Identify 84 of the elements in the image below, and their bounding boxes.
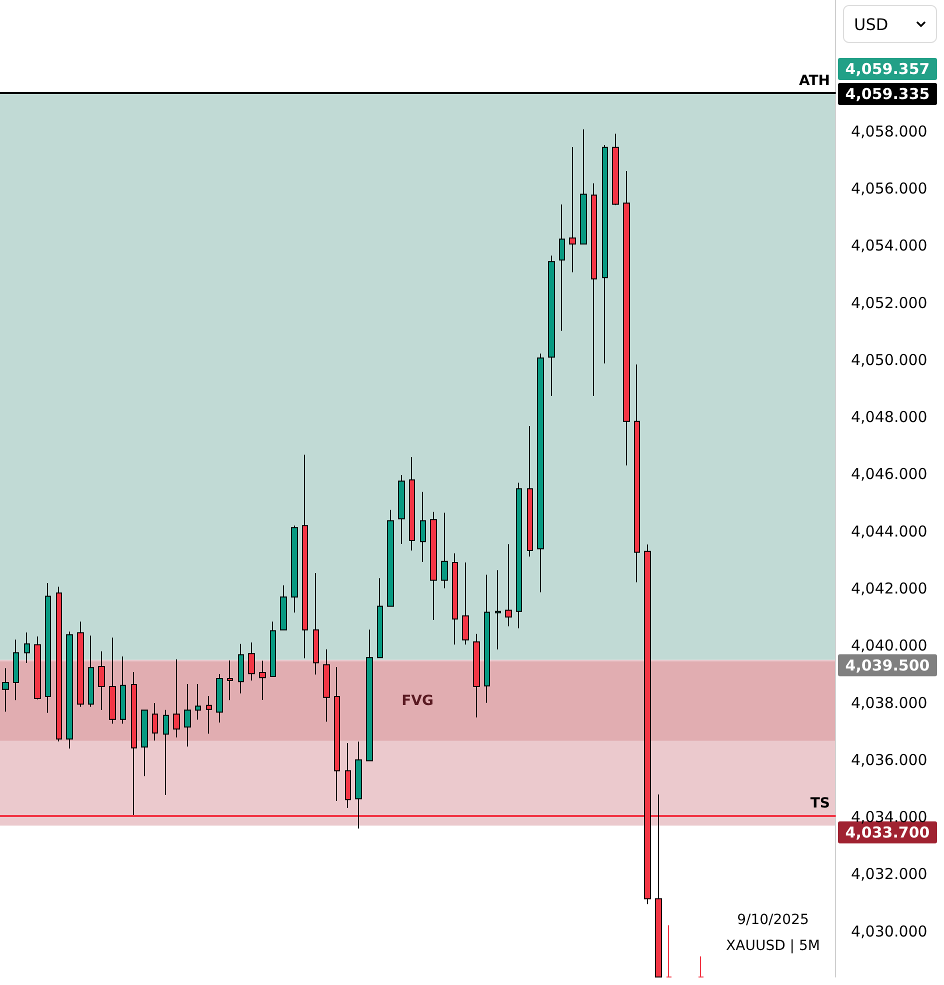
candlestick: [109, 637, 116, 724]
candlestick: [227, 660, 233, 701]
candlestick: [270, 621, 276, 677]
candlestick: [88, 635, 94, 708]
y-tick-label: 4,054.000: [851, 236, 928, 255]
candlestick: [559, 204, 565, 332]
candlestick: [591, 182, 597, 396]
y-tick-label: 4,052.000: [851, 294, 928, 312]
candlestick: [430, 511, 437, 620]
candlestick: [56, 586, 62, 742]
candlestick: [173, 658, 180, 738]
candlestick: [313, 572, 319, 675]
ref-line-label: ATH: [798, 73, 830, 90]
annotation: 9/10/2025: [737, 912, 809, 928]
y-tick-label: 4,038.000: [851, 694, 928, 712]
candlestick: [484, 574, 490, 704]
candlestick: [152, 702, 158, 741]
y-tick-label: 4,040.000: [851, 636, 928, 655]
candlestick: [473, 633, 480, 718]
candlestick: [441, 512, 448, 589]
y-tick-label: 4,042.000: [851, 579, 928, 598]
candlestick: [398, 474, 405, 544]
currency-select: USD: [843, 5, 937, 43]
y-tick-label: 4,032.000: [851, 865, 928, 884]
candlestick: [24, 632, 30, 664]
y-tick-label: 4,048.000: [851, 408, 928, 426]
candlestick: [377, 578, 383, 658]
candlestick: [302, 454, 308, 659]
candlestick: [248, 642, 255, 681]
candlestick: [409, 456, 415, 551]
candlestick: [355, 741, 362, 829]
candlestick: [462, 562, 469, 645]
candlestick: [291, 525, 298, 613]
candlestick: [66, 631, 73, 749]
candlestick: [527, 425, 533, 557]
candlestick: [516, 482, 522, 629]
candlestick: [323, 648, 330, 722]
y-tick-label: 4,058.000: [851, 122, 928, 140]
candlestick: [334, 666, 340, 802]
candlestick: [452, 552, 458, 645]
y-tick-label: 4,050.000: [851, 350, 928, 369]
y-tick-label: 4,044.000: [851, 522, 928, 540]
candlestick: [698, 956, 704, 978]
y-tick-label: 4,056.000: [851, 180, 928, 198]
annotation: XAUUSD | 5M: [726, 938, 820, 954]
candlestick: [259, 660, 266, 700]
candlestick: [195, 684, 201, 720]
candlestick: [216, 674, 223, 723]
candlestick: [612, 133, 619, 206]
candlestick: [580, 128, 587, 244]
candlestick: [505, 544, 512, 627]
candlestick: [366, 629, 373, 762]
candlestick: [163, 709, 169, 796]
text: 4,059.357: [845, 60, 930, 78]
ref-line-label: TS: [810, 795, 830, 812]
candlestick: [623, 170, 630, 466]
candlestick: [45, 582, 51, 714]
candlestick: [206, 696, 212, 734]
candlestick: [569, 146, 576, 273]
candlestick: [238, 643, 244, 694]
y-tick-label: 4,036.000: [851, 750, 928, 769]
band-label: FVG: [402, 693, 434, 710]
y-tick-label: 4,046.000: [851, 465, 928, 484]
candlestick: [602, 144, 608, 364]
candlestick: [34, 636, 41, 700]
candlestick: [345, 742, 351, 808]
candlestick: [2, 668, 9, 712]
candlestick: [120, 656, 126, 724]
candlestick: [495, 570, 501, 650]
y-tick-label: 4,030.000: [851, 922, 928, 940]
candlestick: [98, 650, 105, 710]
candlestick: [13, 639, 19, 701]
candlestick: [634, 364, 640, 583]
candlestick: [141, 710, 148, 777]
candlestick: [387, 509, 394, 607]
candlestick: [548, 255, 555, 396]
candlestick: [666, 924, 672, 978]
candlestick: [77, 621, 84, 708]
candlestick: [537, 353, 544, 593]
candlestick: [280, 584, 287, 630]
text: 4,059.335: [845, 85, 930, 104]
candlestick: [184, 684, 191, 747]
candlestick: [420, 491, 426, 562]
text: 4,039.500: [845, 656, 930, 674]
